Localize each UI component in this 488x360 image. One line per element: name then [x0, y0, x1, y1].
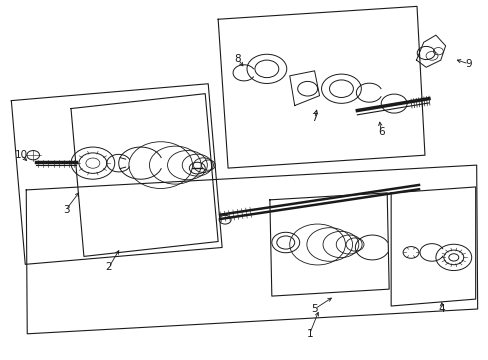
Text: 5: 5: [311, 304, 317, 314]
Text: 1: 1: [305, 329, 312, 339]
Text: 7: 7: [311, 113, 317, 123]
Text: 2: 2: [105, 262, 112, 272]
Text: 8: 8: [234, 54, 241, 64]
Text: 4: 4: [438, 304, 444, 314]
Text: 6: 6: [377, 127, 384, 138]
Text: 10: 10: [15, 150, 28, 160]
Text: 9: 9: [465, 59, 471, 69]
Text: 3: 3: [62, 205, 69, 215]
